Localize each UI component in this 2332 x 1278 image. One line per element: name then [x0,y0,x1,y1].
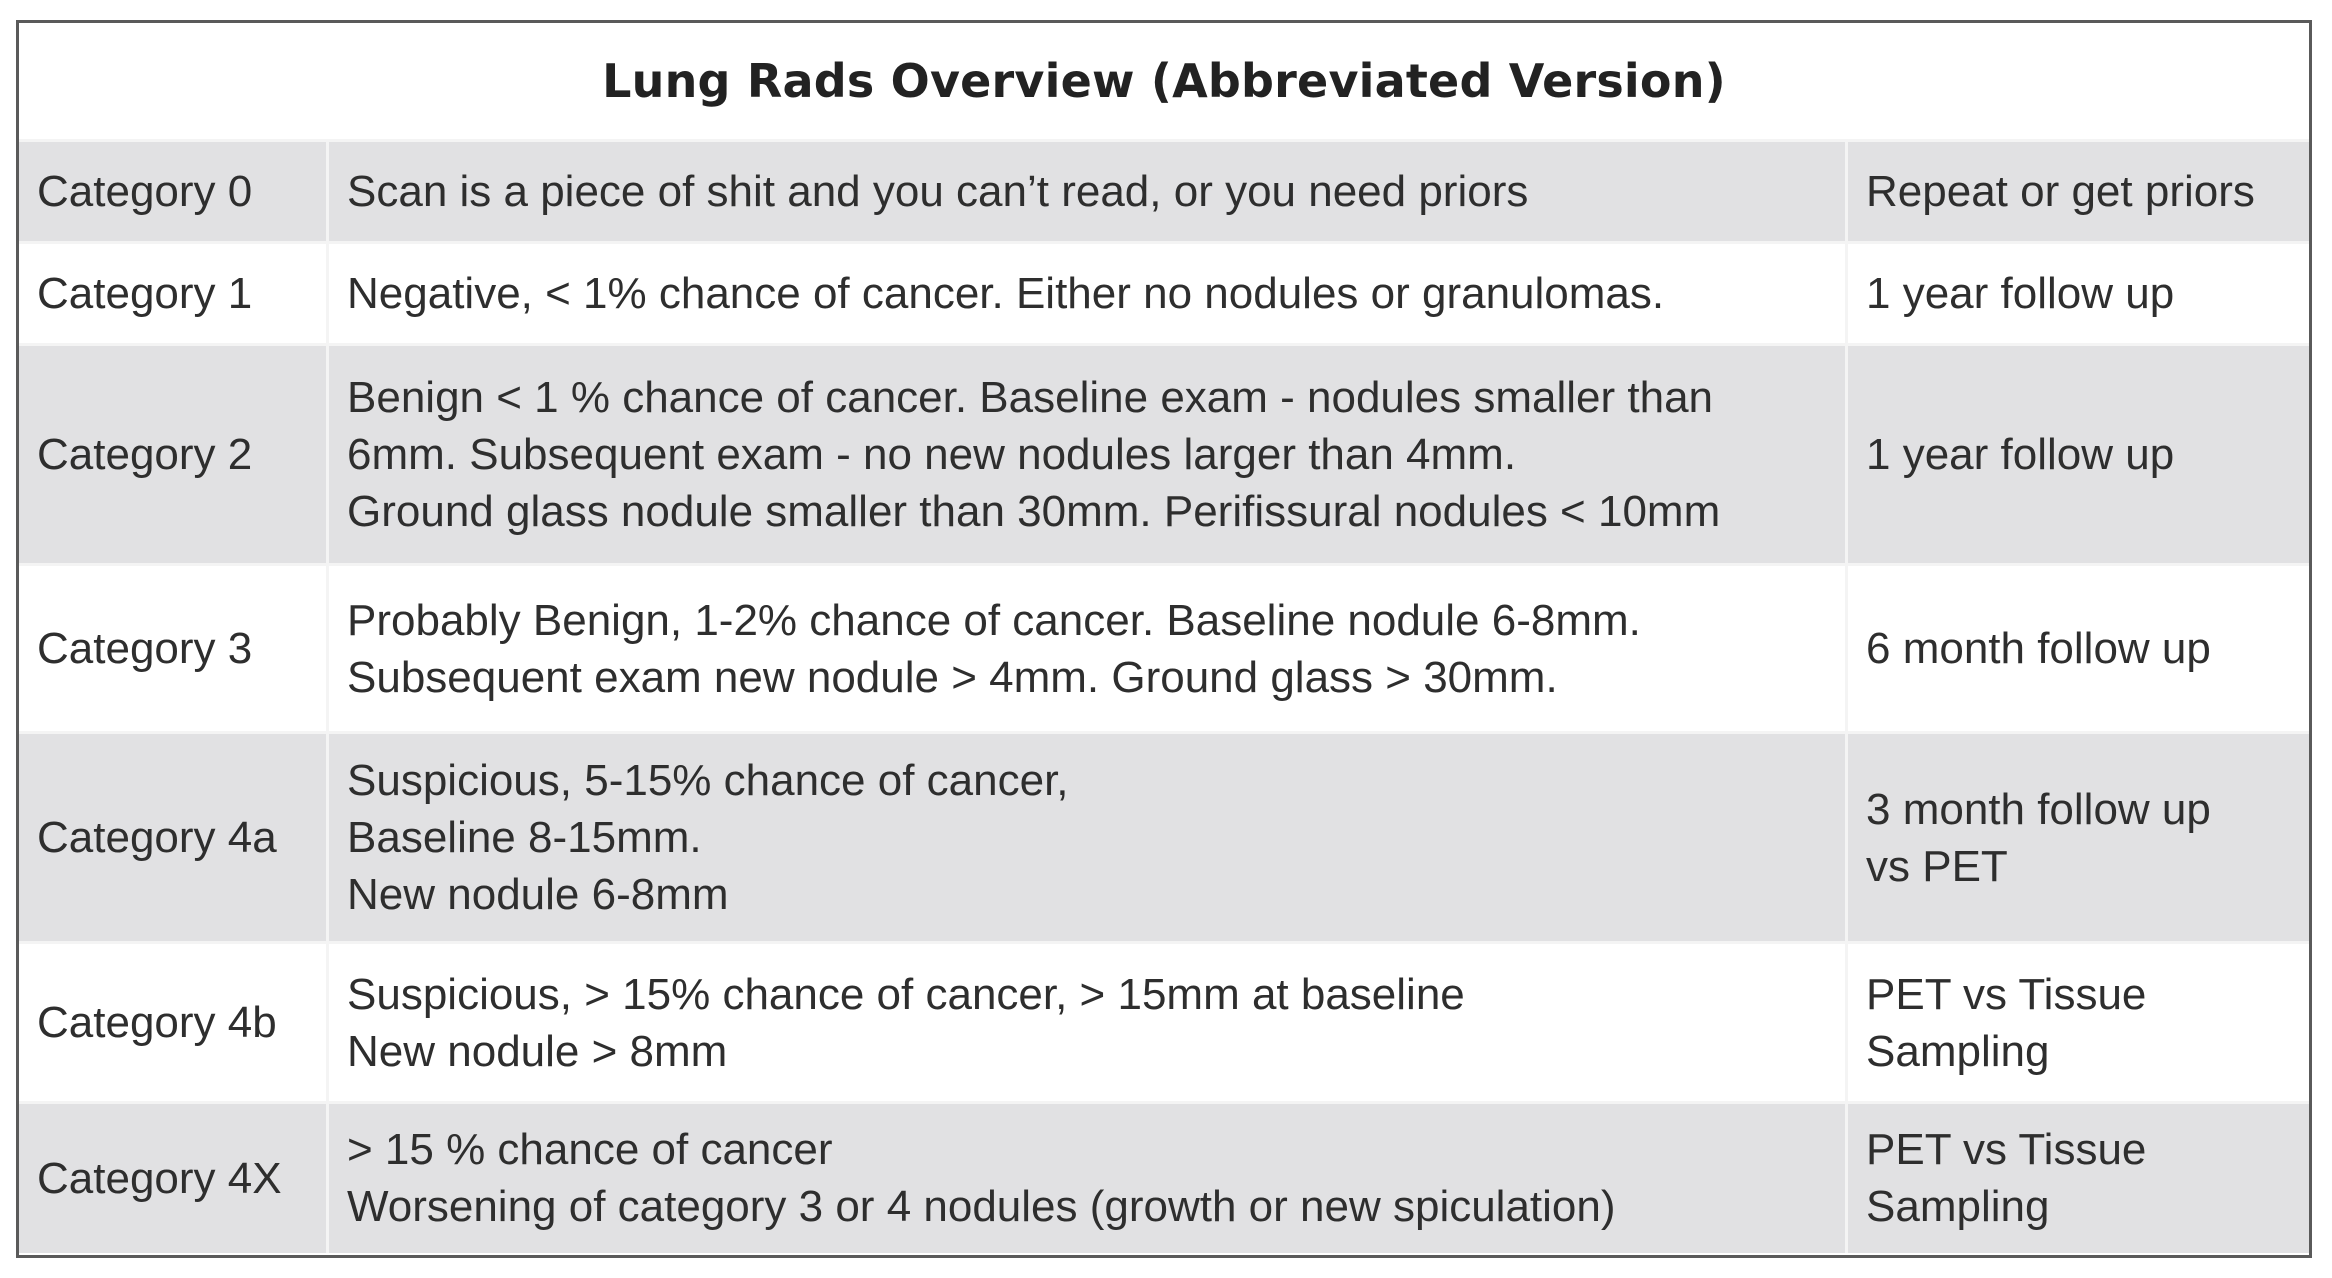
description-cell: Benign < 1 % chance of cancer. Baseline … [327,343,1848,565]
action-line: PET vs Tissue [1866,969,2147,1019]
description-line: Benign < 1 % chance of cancer. Baseline … [347,373,1714,422]
description-cell: Scan is a piece of shit and you can’t re… [327,139,1848,243]
action-line: 1 year follow up [1866,430,2175,479]
action-line: 1 year follow up [1866,269,2175,318]
description-line: Subsequent exam new nodule > 4mm. Ground… [347,652,1558,702]
description-line: New nodule 6-8mm [347,870,729,919]
description-line: Negative, < 1% chance of cancer. Either … [347,269,1665,318]
description-line: > 15 % chance of cancer [347,1125,833,1175]
table-row-category-0: Category 0 Scan is a piece of shit and y… [19,139,2309,243]
action-cell: 1 year follow up [1846,241,2309,345]
description-cell: Negative, < 1% chance of cancer. Either … [327,241,1848,345]
table-title: Lung Rads Overview (Abbreviated Version) [602,54,1726,108]
description-cell: Probably Benign, 1-2% chance of cancer. … [327,563,1848,733]
category-cell: Category 0 [19,139,329,243]
category-cell: Category 4b [19,941,329,1103]
description-line: Baseline 8-15mm. [347,813,702,862]
action-line: Sampling [1866,1182,2050,1232]
description-line: 6mm. Subsequent exam - no new nodules la… [347,430,1517,479]
action-cell: 3 month follow up vs PET [1846,731,2309,943]
action-line: Sampling [1866,1026,2050,1076]
description-line: Suspicious, > 15% chance of cancer, > 15… [347,969,1465,1019]
table-row-category-4a: Category 4a Suspicious, 5-15% chance of … [19,731,2309,943]
category-cell: Category 1 [19,241,329,345]
description-line: Worsening of category 3 or 4 nodules (gr… [347,1182,1616,1232]
action-cell: PET vs Tissue Sampling [1846,1101,2309,1253]
category-cell: Category 3 [19,563,329,733]
table-row-category-1: Category 1 Negative, < 1% chance of canc… [19,241,2309,345]
action-line: Repeat or get priors [1866,167,2255,216]
action-cell: PET vs Tissue Sampling [1846,941,2309,1103]
table-row-category-3: Category 3 Probably Benign, 1-2% chance … [19,563,2309,733]
action-line: PET vs Tissue [1866,1125,2147,1175]
action-cell: 1 year follow up [1846,343,2309,565]
description-line: Probably Benign, 1-2% chance of cancer. … [347,595,1641,645]
action-line: 3 month follow up [1866,784,2211,834]
table-row-category-4b: Category 4b Suspicious, > 15% chance of … [19,941,2309,1103]
description-cell: Suspicious, > 15% chance of cancer, > 15… [327,941,1848,1103]
category-cell: Category 4a [19,731,329,943]
description-line: Scan is a piece of shit and you can’t re… [347,167,1529,216]
category-cell: Category 2 [19,343,329,565]
description-cell: Suspicious, 5-15% chance of cancer, Base… [327,731,1848,943]
action-line: vs PET [1866,841,2008,891]
action-cell: 6 month follow up [1846,563,2309,733]
category-cell: Category 4X [19,1101,329,1253]
description-line: Ground glass nodule smaller than 30mm. P… [347,487,1721,536]
description-cell: > 15 % chance of cancer Worsening of cat… [327,1101,1848,1253]
description-line: Suspicious, 5-15% chance of cancer, [347,756,1069,805]
description-line: New nodule > 8mm [347,1026,728,1076]
action-line: 6 month follow up [1866,624,2211,673]
lung-rads-table: Category 0 Scan is a piece of shit and y… [19,139,2309,1253]
action-cell: Repeat or get priors [1846,139,2309,243]
table-row-category-2: Category 2 Benign < 1 % chance of cancer… [19,343,2309,565]
table-row-category-4x: Category 4X > 15 % chance of cancer Wors… [19,1101,2309,1253]
lung-rads-table-frame: Lung Rads Overview (Abbreviated Version)… [16,20,2312,1258]
